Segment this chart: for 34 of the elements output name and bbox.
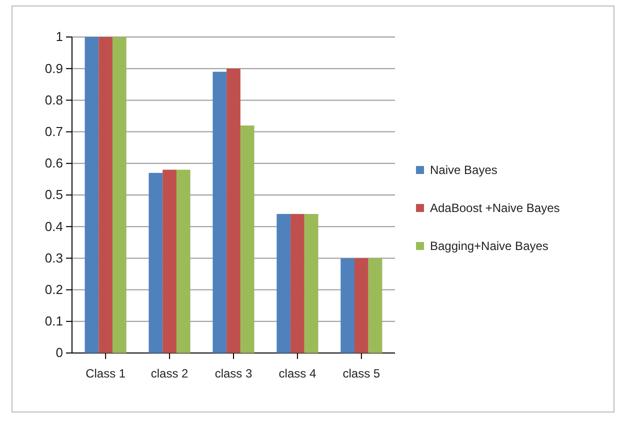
y-tick-label: 0.2 [44, 282, 63, 297]
y-tick-label: 0.5 [44, 187, 63, 202]
bar [162, 170, 176, 353]
bar [148, 172, 163, 353]
bar [212, 72, 227, 353]
y-tick-label: 0.6 [44, 156, 63, 171]
bar [340, 258, 354, 353]
bar [98, 37, 113, 353]
y-tick-label: 0 [56, 345, 63, 360]
y-tick-label: 0.7 [44, 124, 63, 139]
bar [176, 170, 190, 353]
bar [304, 214, 318, 353]
bar [290, 214, 304, 353]
x-tick-label: class 5 [342, 366, 380, 381]
x-tick-label: class 4 [278, 366, 316, 381]
x-tick-label: class 3 [214, 366, 252, 381]
bar [112, 37, 126, 353]
bar [240, 125, 254, 353]
y-tick-label: 1 [56, 29, 63, 44]
bar [84, 37, 99, 353]
bar [276, 214, 291, 353]
y-tick-label: 0.4 [44, 218, 63, 234]
x-tick-label: Class 1 [86, 366, 126, 381]
legend-label: Bagging+Naive Bayes [430, 239, 548, 254]
y-tick-label: 0.3 [44, 250, 63, 266]
bar [226, 68, 240, 353]
legend-label: AdaBoost +Naive Bayes [430, 201, 560, 216]
y-tick-label: 0.9 [44, 60, 63, 76]
bar [368, 258, 382, 353]
legend-label: Naive Bayes [430, 163, 498, 178]
bar [354, 258, 368, 353]
x-tick-label: class 2 [150, 366, 189, 381]
y-tick-label: 0.1 [44, 314, 63, 329]
y-tick-label: 0.8 [44, 92, 63, 108]
